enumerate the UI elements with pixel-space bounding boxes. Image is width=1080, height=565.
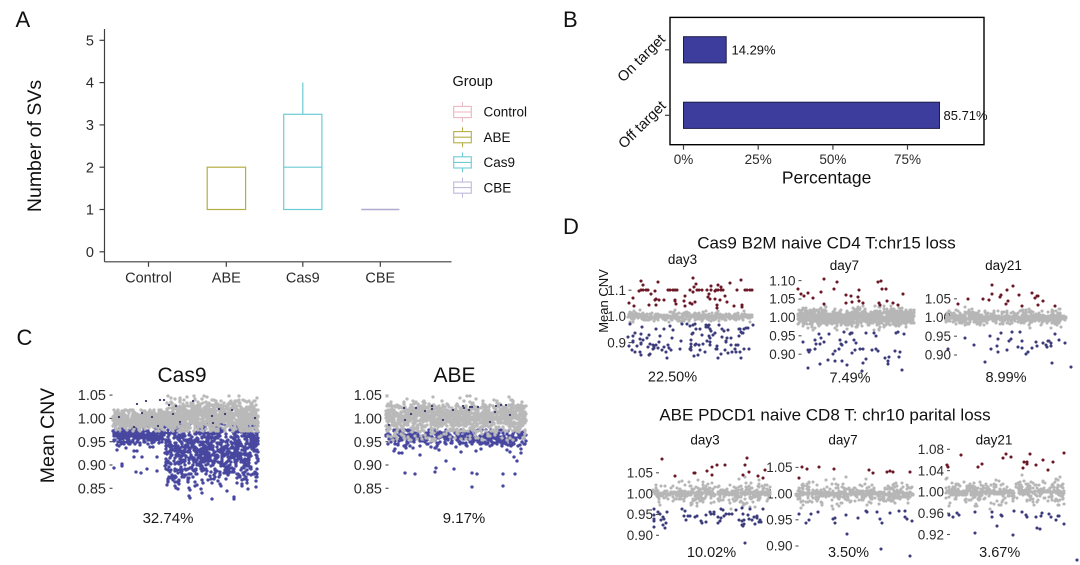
- svg-text:B: B: [563, 7, 578, 32]
- svg-text:0%: 0%: [674, 152, 694, 167]
- svg-text:Mean CNV: Mean CNV: [37, 388, 59, 483]
- svg-text:1.0: 1.0: [607, 309, 626, 324]
- svg-text:5: 5: [86, 33, 94, 49]
- svg-text:3.50%: 3.50%: [828, 545, 869, 561]
- svg-text:Control: Control: [484, 105, 528, 120]
- svg-text:1.00: 1.00: [766, 486, 792, 501]
- svg-text:1.00: 1.00: [925, 310, 951, 325]
- svg-text:1: 1: [86, 203, 94, 219]
- svg-text:D: D: [563, 214, 579, 239]
- svg-text:0.90: 0.90: [925, 348, 951, 363]
- svg-text:Group: Group: [453, 74, 493, 90]
- svg-text:C: C: [17, 325, 33, 350]
- svg-text:0.92: 0.92: [918, 527, 944, 542]
- svg-text:8.99%: 8.99%: [985, 370, 1026, 386]
- svg-text:0.90: 0.90: [627, 528, 653, 543]
- svg-text:1.04: 1.04: [918, 463, 945, 478]
- svg-text:On target: On target: [615, 32, 669, 86]
- svg-text:1.05: 1.05: [627, 466, 653, 481]
- svg-text:0.90: 0.90: [766, 539, 792, 554]
- svg-text:ABE: ABE: [484, 130, 511, 145]
- svg-text:25%: 25%: [745, 152, 772, 167]
- svg-text:22.50%: 22.50%: [648, 370, 697, 386]
- svg-text:1.00: 1.00: [354, 412, 382, 428]
- svg-text:14.29%: 14.29%: [732, 42, 777, 57]
- svg-text:75%: 75%: [894, 152, 921, 167]
- svg-text:0.90: 0.90: [769, 347, 795, 362]
- svg-text:0.96: 0.96: [918, 506, 944, 521]
- svg-text:day3: day3: [668, 252, 697, 267]
- svg-text:Number of SVs: Number of SVs: [24, 80, 46, 212]
- svg-text:Cas9: Cas9: [484, 155, 516, 170]
- svg-text:day7: day7: [830, 258, 859, 273]
- svg-text:ABE: ABE: [212, 271, 241, 287]
- svg-text:0.90: 0.90: [78, 458, 106, 474]
- svg-text:0.95: 0.95: [354, 435, 382, 451]
- svg-text:0.95: 0.95: [925, 329, 951, 344]
- svg-text:7.49%: 7.49%: [829, 371, 870, 387]
- svg-text:Cas9: Cas9: [157, 364, 206, 387]
- svg-text:0.95: 0.95: [769, 329, 795, 344]
- svg-text:Off target: Off target: [616, 98, 670, 152]
- svg-text:day7: day7: [828, 433, 857, 448]
- svg-text:CBE: CBE: [365, 271, 395, 287]
- svg-text:1.05: 1.05: [925, 292, 951, 307]
- svg-text:0.95: 0.95: [627, 507, 653, 522]
- svg-text:1.05: 1.05: [769, 292, 795, 307]
- svg-text:85.71%: 85.71%: [944, 108, 989, 123]
- svg-text:1.05: 1.05: [766, 460, 792, 475]
- svg-text:10.02%: 10.02%: [687, 545, 736, 561]
- svg-text:9.17%: 9.17%: [443, 510, 486, 527]
- svg-text:32.74%: 32.74%: [143, 510, 194, 527]
- svg-text:1.00: 1.00: [769, 310, 795, 325]
- svg-text:1.00: 1.00: [627, 486, 653, 501]
- svg-text:3.67%: 3.67%: [979, 545, 1020, 561]
- svg-text:CBE: CBE: [484, 180, 512, 195]
- svg-text:1.00: 1.00: [78, 412, 106, 428]
- svg-text:0.85: 0.85: [354, 481, 382, 497]
- svg-text:1.1: 1.1: [607, 283, 626, 298]
- svg-text:1.05: 1.05: [354, 388, 382, 404]
- svg-text:1.08: 1.08: [918, 442, 944, 457]
- svg-text:2: 2: [86, 160, 94, 176]
- svg-text:ABE PDCD1 naive CD8 T: chr10 p: ABE PDCD1 naive CD8 T: chr10 parital los…: [659, 405, 990, 424]
- svg-text:0.85: 0.85: [78, 481, 106, 497]
- svg-text:0.95: 0.95: [78, 435, 106, 451]
- svg-text:Cas9: Cas9: [286, 271, 320, 287]
- svg-text:day3: day3: [690, 433, 719, 448]
- svg-text:Control: Control: [125, 271, 172, 287]
- svg-text:Percentage: Percentage: [782, 168, 872, 188]
- svg-text:1.10: 1.10: [769, 273, 795, 288]
- svg-text:3: 3: [86, 118, 94, 134]
- svg-text:0.90: 0.90: [354, 458, 382, 474]
- svg-text:1.00: 1.00: [918, 485, 944, 500]
- svg-text:ABE: ABE: [433, 364, 475, 387]
- svg-text:Cas9 B2M naive CD4 T:chr15 los: Cas9 B2M naive CD4 T:chr15 loss: [697, 233, 956, 252]
- svg-text:Mean CNV: Mean CNV: [596, 269, 611, 333]
- svg-text:0: 0: [86, 245, 94, 261]
- svg-text:day21: day21: [976, 433, 1013, 448]
- svg-text:day21: day21: [985, 258, 1022, 273]
- svg-text:0.95: 0.95: [766, 513, 792, 528]
- svg-text:50%: 50%: [819, 152, 846, 167]
- svg-text:4: 4: [86, 76, 94, 92]
- svg-text:0.9: 0.9: [607, 335, 626, 350]
- svg-text:A: A: [16, 7, 31, 32]
- svg-text:1.05: 1.05: [78, 388, 106, 404]
